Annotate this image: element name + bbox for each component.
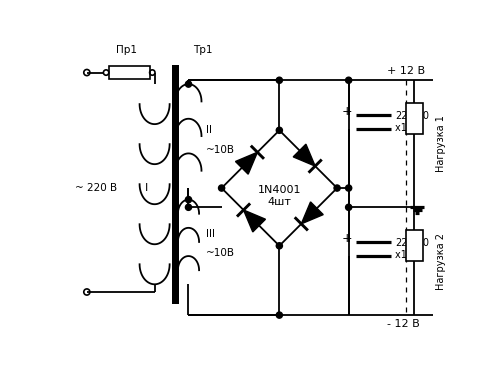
Text: Пр1: Пр1 xyxy=(116,45,138,55)
Circle shape xyxy=(276,243,282,249)
Circle shape xyxy=(186,81,192,87)
Text: ~10В: ~10В xyxy=(206,144,235,155)
Text: Нагрузка 1: Нагрузка 1 xyxy=(436,116,446,172)
Text: I: I xyxy=(146,183,148,193)
Polygon shape xyxy=(244,210,266,232)
Text: +: + xyxy=(342,231,352,245)
Polygon shape xyxy=(302,202,323,224)
Circle shape xyxy=(334,185,340,191)
Text: 2200,0
х16 В: 2200,0 х16 В xyxy=(395,238,429,260)
Polygon shape xyxy=(293,144,315,166)
Text: 2200,0
х16 В: 2200,0 х16 В xyxy=(395,111,429,133)
Bar xyxy=(406,103,422,134)
Circle shape xyxy=(346,204,352,211)
Text: 1N4001
4шт: 1N4001 4шт xyxy=(258,185,301,207)
Circle shape xyxy=(276,312,282,318)
Circle shape xyxy=(276,77,282,83)
Text: + 12 В: + 12 В xyxy=(387,66,426,76)
Text: II: II xyxy=(206,125,212,135)
Circle shape xyxy=(218,185,224,191)
Text: ~10В: ~10В xyxy=(206,249,235,258)
Text: III: III xyxy=(206,229,215,239)
Circle shape xyxy=(186,204,192,211)
Circle shape xyxy=(186,196,192,203)
Circle shape xyxy=(346,185,352,191)
Polygon shape xyxy=(236,152,258,174)
Circle shape xyxy=(276,127,282,133)
Text: - 12 В: - 12 В xyxy=(387,319,420,329)
Text: Тр1: Тр1 xyxy=(193,45,212,55)
Text: Нагрузка 2: Нагрузка 2 xyxy=(436,233,446,290)
Bar xyxy=(406,230,422,261)
Circle shape xyxy=(346,77,352,83)
Bar xyxy=(109,66,150,79)
Text: ~ 220 В: ~ 220 В xyxy=(76,183,118,193)
Text: +: + xyxy=(342,105,352,117)
Bar xyxy=(172,65,179,304)
